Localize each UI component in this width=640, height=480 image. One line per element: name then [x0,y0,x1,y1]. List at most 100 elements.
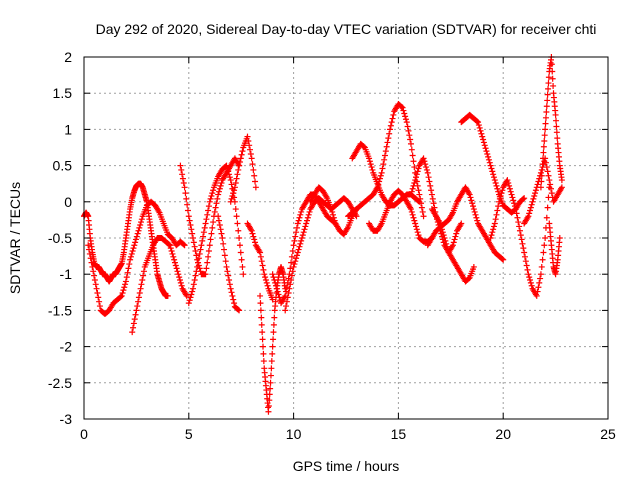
data-point [273,285,280,292]
data-point [534,181,541,188]
data-point [427,182,434,189]
data-point [185,213,192,220]
data-point [428,187,435,194]
data-point [467,194,474,201]
data-point [458,220,465,227]
data-point [173,265,180,272]
data-point [295,246,302,253]
data-point [510,197,517,204]
data-point [189,230,196,237]
data-point [500,256,507,263]
data-point [214,195,221,202]
data-point [204,211,211,218]
data-point [483,148,490,155]
data-point [537,271,544,278]
data-point [366,158,373,165]
data-point [232,179,239,186]
data-point [529,198,536,205]
data-point [304,217,311,224]
data-point [122,281,129,288]
data-point [474,217,481,224]
data-point [487,162,494,169]
data-point [208,230,215,237]
data-point [220,240,227,247]
y-tick-label: 2 [64,49,72,65]
data-point [140,268,147,275]
data-point [175,271,182,278]
data-point [127,256,134,263]
data-point [489,229,496,236]
y-tick-label: 1.5 [53,85,73,101]
data-point [283,298,290,305]
data-point [127,253,134,260]
data-point [205,248,212,255]
data-point [542,159,549,166]
data-point [288,272,295,279]
data-point [298,208,305,215]
data-point [251,172,258,179]
data-point [199,237,206,244]
data-point [407,140,414,147]
data-point [137,285,144,292]
data-point [405,127,412,134]
data-point [329,208,336,215]
data-point [223,162,230,169]
data-point [138,219,145,226]
data-point [438,226,445,233]
data-point [211,208,218,215]
data-point [132,311,139,318]
data-point [131,316,138,323]
data-point [481,142,488,149]
satellite-track-17 [424,184,507,263]
data-point [544,204,551,211]
data-point [265,408,272,415]
data-point [291,261,298,268]
data-point [420,155,427,162]
data-point [172,262,179,269]
data-point [188,226,195,233]
data-point [407,206,414,213]
data-point [530,195,537,202]
satellite-track-21 [521,155,565,227]
data-point [439,229,446,236]
data-point [271,314,278,321]
data-point [437,220,444,227]
data-point [506,185,513,192]
data-point [403,119,410,126]
data-point [414,168,421,175]
data-point [366,155,373,162]
data-point [268,365,275,372]
data-point [400,107,407,114]
data-point [380,161,387,168]
data-point [236,162,243,169]
data-point [426,178,433,185]
data-point [553,129,560,136]
data-point [249,161,256,168]
data-point [265,402,272,409]
data-point [191,243,198,250]
data-point [519,240,526,247]
data-point [507,188,514,195]
data-point [179,171,186,178]
satellite-track-19 [458,111,528,216]
data-point [489,168,496,175]
data-point [204,259,211,266]
data-point [531,193,538,200]
y-tick-label: 0 [64,194,72,210]
data-point [133,233,140,240]
data-point [248,227,255,234]
data-point [331,217,338,224]
data-point [381,152,388,159]
data-point [539,166,546,173]
data-point [247,146,254,153]
x-tick-label: 15 [391,426,407,442]
data-point [166,241,173,248]
data-point [176,276,183,283]
data-point [122,278,129,285]
data-point [200,233,207,240]
data-point [293,229,300,236]
data-point [131,242,138,249]
data-point [518,236,525,243]
data-point [183,292,190,299]
data-point [244,133,251,140]
